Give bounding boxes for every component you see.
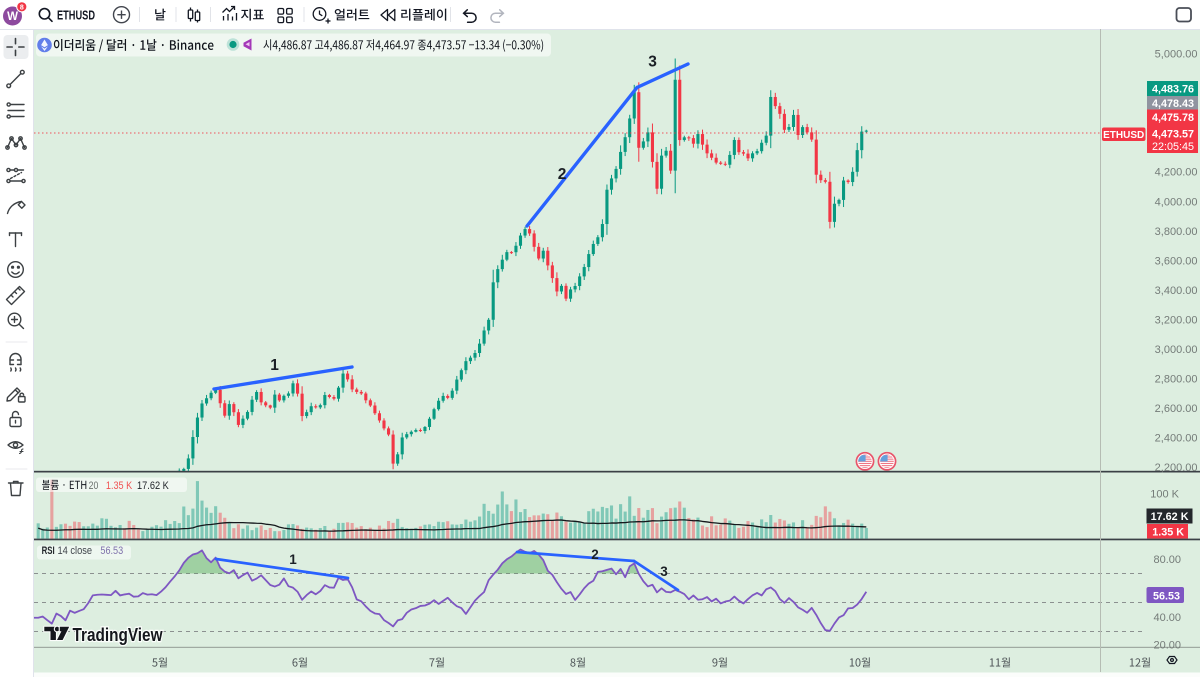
svg-text:W: W — [7, 11, 18, 23]
svg-text:1: 1 — [270, 357, 279, 374]
svg-text:2,400.00: 2,400.00 — [1155, 433, 1198, 445]
svg-text:17.62 K: 17.62 K — [137, 480, 169, 492]
svg-text:17.62 K: 17.62 K — [1151, 511, 1189, 523]
svg-text:1.35 K: 1.35 K — [1152, 526, 1184, 538]
svg-text:4,473.57: 4,473.57 — [1152, 129, 1194, 141]
svg-text:ETHUSD: ETHUSD — [1103, 130, 1144, 141]
svg-text:56.53: 56.53 — [100, 545, 123, 557]
svg-text:2,600.00: 2,600.00 — [1155, 403, 1198, 415]
svg-text:8: 8 — [20, 4, 24, 11]
svg-text:1.35 K: 1.35 K — [106, 480, 133, 492]
svg-text:20: 20 — [89, 480, 99, 492]
svg-text:40.00: 40.00 — [1153, 612, 1181, 624]
svg-text:80.00: 80.00 — [1153, 554, 1181, 566]
svg-text:3,400.00: 3,400.00 — [1155, 285, 1198, 297]
svg-text:3,800.00: 3,800.00 — [1155, 226, 1198, 238]
svg-text:4,483.76: 4,483.76 — [1152, 84, 1194, 96]
svg-text:TradingView: TradingView — [73, 625, 164, 645]
svg-text:ETHUSD: ETHUSD — [57, 7, 95, 22]
svg-text:3: 3 — [648, 54, 657, 71]
svg-text:3,200.00: 3,200.00 — [1155, 314, 1198, 326]
svg-text:4,478.43: 4,478.43 — [1152, 98, 1194, 110]
svg-text:20.00: 20.00 — [1153, 640, 1181, 652]
svg-text:4,475.78: 4,475.78 — [1152, 112, 1194, 124]
svg-text:2: 2 — [591, 547, 599, 562]
svg-text:100 K: 100 K — [1150, 489, 1179, 501]
svg-text:4,000.00: 4,000.00 — [1155, 196, 1198, 208]
svg-text:5,000.00: 5,000.00 — [1155, 49, 1198, 61]
svg-text:2: 2 — [558, 166, 567, 183]
svg-text:1: 1 — [289, 552, 297, 567]
svg-text:3,000.00: 3,000.00 — [1155, 344, 1198, 356]
svg-text:56.53: 56.53 — [1153, 590, 1180, 602]
svg-text:4,200.00: 4,200.00 — [1155, 167, 1198, 179]
svg-text:RSI: RSI — [42, 545, 55, 557]
svg-text:3,600.00: 3,600.00 — [1155, 255, 1198, 267]
svg-text:3: 3 — [660, 564, 668, 579]
svg-text:2,200.00: 2,200.00 — [1155, 462, 1198, 474]
svg-text:22:05:45: 22:05:45 — [1152, 141, 1194, 153]
svg-text:14 close: 14 close — [58, 545, 93, 557]
svg-text:2,800.00: 2,800.00 — [1155, 374, 1198, 386]
